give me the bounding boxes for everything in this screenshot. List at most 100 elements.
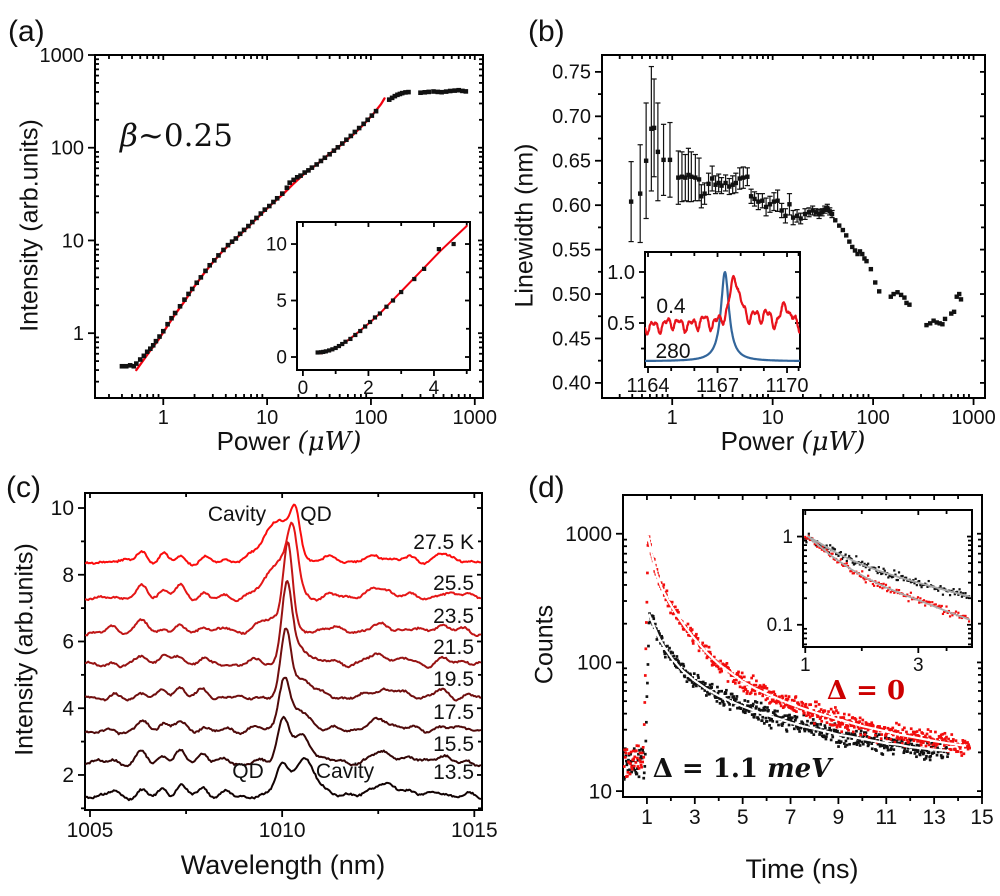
y-tick-label: 0.5 — [607, 313, 635, 335]
y-tick-label: 10 — [51, 497, 74, 520]
x-tick-label: 4 — [429, 378, 440, 399]
y-tick-label: 6 — [62, 631, 74, 654]
panel-letter-b: (b) — [528, 15, 565, 48]
y-tick-label: 0.50 — [552, 284, 591, 306]
x-tick-label: 1 — [667, 407, 678, 429]
panel-c-xlabel: Wavelength (nm) — [180, 850, 386, 880]
inset-b-curve-label-low-power: 0.4 — [656, 295, 686, 318]
cavity-label-bottom: Cavity — [315, 760, 375, 783]
y-tick-label: 0.70 — [552, 106, 591, 128]
temp-label-21-5: 21.5 — [433, 636, 474, 659]
x-tick-label: 100 — [354, 407, 387, 429]
x-tick-label: 1000 — [453, 407, 498, 429]
spectrum-21.5 — [85, 580, 482, 669]
y-tick-label: 1 — [73, 323, 84, 345]
panel-b-linewidth-vs-power: 1 10 100 1000 0.40 0.45 0.50 0.55 0.60 0.65 0.70 0.… — [552, 54, 996, 429]
qd-label-bottom: QD — [232, 760, 264, 783]
panel-a-xlabel: Power (μW) — [216, 426, 362, 457]
x-tick-label: 3 — [913, 655, 924, 676]
panel-a-intensity-vs-power: 1 10 100 1000 1 10 100 1000 0 2 4 0 5 10 — [40, 45, 498, 429]
inset-b-spectrum-280 — [645, 271, 800, 363]
x-tick-label: 13 — [922, 806, 945, 829]
panel-letter-a: (a) — [8, 15, 45, 48]
x-tick-label: 1 — [800, 655, 811, 676]
panel-letter-c: (c) — [6, 471, 41, 504]
x-tick-label: 1 — [158, 407, 169, 429]
x-tick-label: 0 — [298, 378, 309, 399]
intensity-data-points — [119, 87, 469, 369]
panel-b-ylabel: Linewidth (nm) — [510, 143, 539, 308]
panel-c-axes — [78, 492, 483, 817]
qd-label-top: QD — [300, 503, 332, 526]
cavity-label-top: Cavity — [207, 503, 267, 526]
x-tick-label: 1170 — [766, 375, 809, 397]
spectrum-19.5 — [85, 627, 482, 702]
panel-c-ylabel: Intensity (arb.units) — [10, 543, 39, 756]
y-tick-label: 5 — [276, 291, 287, 312]
y-tick-label: 1000 — [565, 523, 612, 546]
x-tick-label: 2 — [363, 378, 374, 399]
spectrum-17.5 — [85, 676, 482, 736]
x-tick-label: 1005 — [67, 819, 114, 842]
temp-label-19-5: 19.5 — [433, 668, 474, 691]
y-tick-label: 0.65 — [552, 151, 591, 173]
x-tick-label: 1 — [641, 806, 653, 829]
x-tick-label: 1000 — [951, 407, 996, 429]
y-tick-label: 0.55 — [552, 239, 591, 261]
spectrum-15.5 — [85, 715, 482, 768]
panel-a-axes — [88, 54, 484, 405]
y-tick-label: 100 — [51, 138, 84, 160]
beta-annotation: β~0.25 — [120, 118, 233, 154]
y-tick-label: 1.0 — [607, 262, 635, 284]
temp-label-15-5: 15.5 — [433, 733, 474, 756]
inset-b-spectrum-0.4 — [645, 274, 800, 336]
spectrum-25.5 — [85, 521, 482, 603]
y-tick-label: 0.45 — [552, 328, 591, 350]
y-tick-label: 1 — [782, 527, 793, 548]
x-tick-label: 100 — [856, 407, 889, 429]
y-tick-label: 10 — [62, 230, 84, 252]
delta-detuned-annotation: Δ = 1.1 meV — [652, 754, 832, 784]
spectrum-23.5 — [85, 541, 482, 637]
panel-b-inset-axes — [639, 251, 801, 373]
y-tick-label: 0 — [276, 347, 287, 368]
panel-d-axes — [616, 494, 983, 804]
panel-c-spectra-vs-temperature: 1005 1010 1015 2 4 6 8 10 — [51, 492, 498, 842]
spectrum-27.5 K — [85, 503, 482, 567]
inset-d-fit-detuned — [807, 535, 971, 598]
linewidth-data-points — [628, 65, 964, 328]
decay-fit-detuned — [648, 613, 950, 753]
x-tick-label: 1164 — [627, 375, 670, 397]
x-tick-label: 3 — [689, 806, 701, 829]
x-tick-label: 10 — [762, 407, 784, 429]
y-tick-label: 2 — [62, 764, 74, 787]
y-tick-label: 8 — [62, 564, 74, 587]
inset-a-data-points — [315, 241, 456, 355]
x-tick-label: 9 — [833, 806, 845, 829]
panel-a-inset-axes — [291, 221, 471, 376]
y-tick-label: 0.40 — [552, 373, 591, 395]
y-tick-label: 0.60 — [552, 195, 591, 217]
panel-d-ylabel: Counts — [530, 604, 559, 685]
panel-a-ylabel: Intensity (arb.units) — [15, 119, 44, 332]
y-tick-label: 0.1 — [767, 615, 793, 636]
x-tick-label: 10 — [256, 407, 278, 429]
temp-label-23-5: 23.5 — [433, 605, 474, 628]
x-tick-label: 1010 — [259, 819, 306, 842]
x-tick-label: 15 — [970, 806, 993, 829]
temp-label-17-5: 17.5 — [433, 701, 474, 724]
x-tick-label: 11 — [875, 806, 897, 829]
delta-zero-annotation: Δ = 0 — [826, 676, 906, 706]
panel-b-axes — [595, 54, 986, 405]
y-tick-label: 1000 — [40, 45, 85, 67]
y-tick-label: 0.75 — [552, 62, 591, 84]
decay-fit-resonant — [647, 535, 967, 747]
x-tick-label: 7 — [785, 806, 797, 829]
spectrum-13.5 — [85, 757, 482, 802]
temp-label-13-5: 13.5 — [433, 761, 474, 784]
panel-d-inset-axes — [797, 509, 973, 653]
panel-d-xlabel: Time (ns) — [745, 854, 859, 884]
inset-b-curve-label-high-power: 280 — [655, 340, 691, 363]
